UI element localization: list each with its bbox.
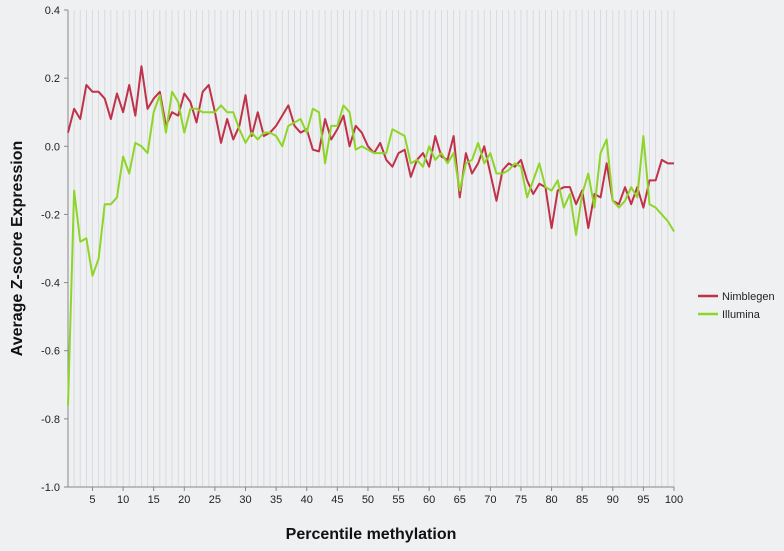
x-tick-label: 90: [607, 494, 619, 506]
x-tick-label: 80: [545, 494, 557, 506]
y-tick-label: -1.0: [41, 482, 60, 494]
x-tick-label: 55: [392, 494, 404, 506]
series-line-nimblegen: [67, 65, 674, 230]
axes: [67, 10, 674, 488]
x-tick-label: 85: [576, 494, 588, 506]
x-tick-label: 40: [301, 494, 313, 506]
y-tick-label: 0.4: [45, 5, 60, 17]
y-tick-label: 0.0: [45, 141, 60, 153]
y-axis-ticks: 0.4 0.2 0.0 -0.2 -0.4 -0.6 -0.8 -1.0: [41, 5, 68, 494]
x-tick-label: 60: [423, 494, 435, 506]
y-tick-label: 0.2: [45, 73, 60, 85]
legend-label: Illumina: [722, 309, 761, 321]
x-tick-label: 10: [117, 494, 129, 506]
gridlines: [73, 10, 675, 487]
x-tick-label: 65: [454, 494, 466, 506]
y-tick-label: -0.2: [41, 209, 60, 221]
y-tick-label: -0.8: [41, 414, 60, 426]
series-lines: [67, 65, 675, 406]
y-tick-label: -0.4: [41, 278, 60, 290]
x-tick-label: 70: [484, 494, 496, 506]
x-tick-label: 30: [239, 494, 251, 506]
legend-label: Nimblegen: [722, 291, 775, 303]
y-tick-label: -0.6: [41, 346, 60, 358]
x-tick-label: 35: [270, 494, 282, 506]
x-tick-label: 15: [148, 494, 160, 506]
x-tick-label: 5: [89, 494, 95, 506]
legend: Nimblegen Illumina: [698, 291, 775, 321]
x-tick-label: 45: [331, 494, 343, 506]
x-tick-label: 20: [178, 494, 190, 506]
x-tick-label: 95: [637, 494, 649, 506]
x-tick-label: 75: [515, 494, 527, 506]
x-axis-ticks: 5 10 15 20 25 30 35 40 45 50 55 60 65 70 75 80 85 90 95 100: [89, 487, 683, 506]
x-tick-label: 25: [209, 494, 221, 506]
series-line-illumina: [67, 90, 675, 406]
x-tick-label: 100: [665, 494, 683, 506]
x-tick-label: 50: [362, 494, 374, 506]
x-axis-title: Percentile methylation: [286, 526, 457, 543]
y-axis-title: Average Z-score Expression: [9, 141, 26, 357]
